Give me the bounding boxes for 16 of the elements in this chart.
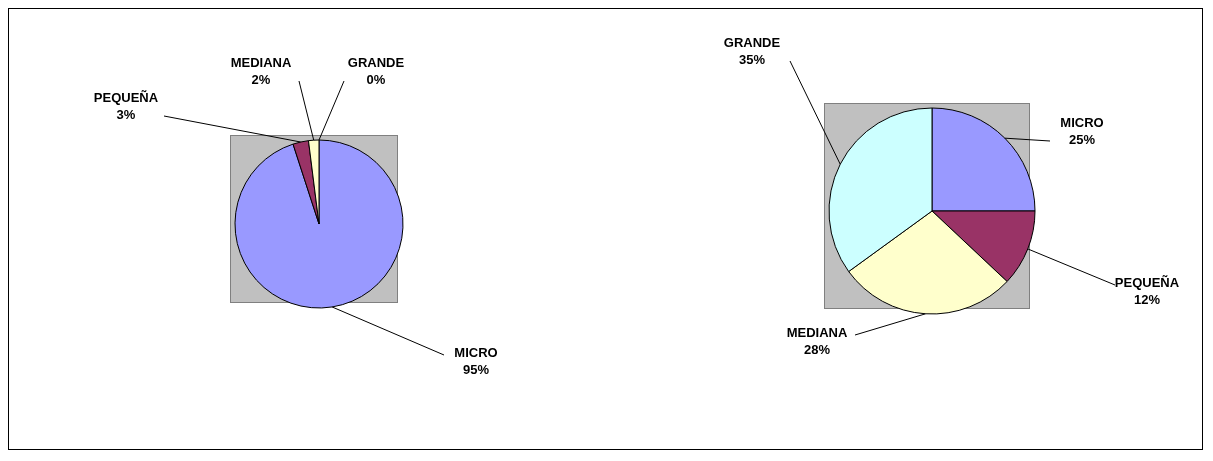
slice-label: MEDIANA (786, 325, 848, 340)
data-label: 3% (116, 107, 136, 122)
category-label: GRANDE (347, 55, 405, 70)
data-label: 95% (462, 362, 490, 377)
data-label: 12% (1133, 292, 1161, 307)
slice-label: PEQUEÑA (93, 90, 159, 105)
data-label: 28% (803, 342, 831, 357)
slice-label: MICRO (1060, 115, 1104, 130)
slice-label: MEDIANA (230, 55, 292, 70)
text: 0% (366, 72, 386, 87)
slice-label: MICRO (454, 345, 498, 360)
slice-label: PEQUEÑA (1114, 275, 1180, 290)
data-label: 25% (1068, 132, 1096, 147)
data-label: 35% (738, 52, 766, 67)
data-label: 2% (251, 72, 271, 87)
slice-label: GRANDE (723, 35, 781, 50)
